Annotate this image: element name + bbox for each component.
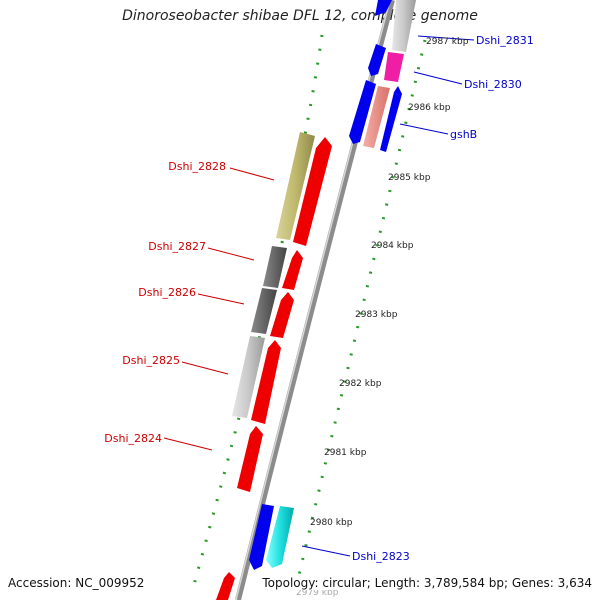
gene-dshi-2827-arrow [282,250,303,290]
gene-dshi-2827[interactable] [263,246,303,290]
gene-gshb-left-arrow [349,80,376,144]
scale-label-2986: 2986 kbp [408,103,451,113]
gene-partial-bottom-arrow [216,572,235,600]
label-line-dshi-2827 [207,247,255,261]
gene-dshi-2826-color-bar [251,288,277,334]
label-line-dshi-2830 [413,71,463,85]
gene-dshi-2828-arrow [293,137,332,246]
label-line-dshi-2826 [197,293,245,305]
gene-dshi-2825-arrow [251,340,281,424]
gene-partial-bottom[interactable] [216,572,235,600]
scale-label-2985: 2985 kbp [388,173,431,183]
gene-label-dshi-2827[interactable]: Dshi_2827 [148,240,206,253]
gene-dshi-2825-color-bar [232,336,265,418]
gene-label-gshb[interactable]: gshB [450,128,477,141]
gene-label-dshi-2826[interactable]: Dshi_2826 [138,286,196,299]
gene-label-dshi-2824[interactable]: Dshi_2824 [104,432,162,445]
gene-dshi-2827-color-bar [263,246,287,288]
scale-label-2987: 2987 kbp [426,37,469,47]
label-line-gshb [399,123,449,135]
label-line-dshi-2828 [229,167,275,181]
gene-dshi-2824[interactable] [237,426,263,492]
gene-dshi-2826[interactable] [251,288,294,338]
accession-text: Accession: NC_009952 [8,576,144,590]
gene-dshi-2830-left-arrow [368,44,386,76]
scale-label-2982: 2982 kbp [339,379,382,389]
gene-dshi-2823-color-bar [266,506,294,568]
gene-dshi-2823-left-arrow [249,504,274,570]
gene-dshi-2828-color-bar [276,132,315,240]
gene-dshi-2830-color-bar [384,52,404,82]
gene-gshb-color-bar [363,86,390,148]
scale-label-2984: 2984 kbp [371,241,414,251]
label-line-dshi-2824 [163,437,213,451]
label-line-dshi-2823 [301,545,351,557]
gene-label-dshi-2831[interactable]: Dshi_2831 [476,34,534,47]
gene-dshi-2824-arrow [237,426,263,492]
gene-label-dshi-2830[interactable]: Dshi_2830 [464,78,522,91]
gene-gshb-right-arrow [380,86,402,152]
gene-gshb[interactable] [349,80,402,152]
label-line-dshi-2831 [417,35,475,41]
gene-dshi-2831[interactable] [375,0,416,52]
gene-dshi-2831-arrow [375,0,392,16]
genome-summary-text: Topology: circular; Length: 3,789,584 bp… [262,576,592,590]
label-line-dshi-2825 [181,361,229,375]
scale-label-2981: 2981 kbp [324,448,367,458]
scale-label-2983: 2983 kbp [355,310,398,320]
accession-value: Accession: NC_009952 [8,576,145,590]
scale-label-2980: 2980 kbp [310,518,353,528]
scale-label-2979: 2979 kbp [296,588,339,598]
gene-dshi-2831-color-bar [392,0,416,52]
genome-summary-value: Topology: circular; Length: 3,789,584 bp… [262,576,592,590]
gene-dshi-2825[interactable] [232,336,281,424]
gene-dshi-2823[interactable] [249,504,294,570]
gene-label-dshi-2823[interactable]: Dshi_2823 [352,550,410,563]
gene-label-dshi-2828[interactable]: Dshi_2828 [168,160,226,173]
gene-dshi-2828[interactable] [276,132,332,246]
gene-dshi-2826-arrow [270,292,294,338]
gene-dshi-2830[interactable] [368,44,404,82]
gene-label-dshi-2825[interactable]: Dshi_2825 [122,354,180,367]
